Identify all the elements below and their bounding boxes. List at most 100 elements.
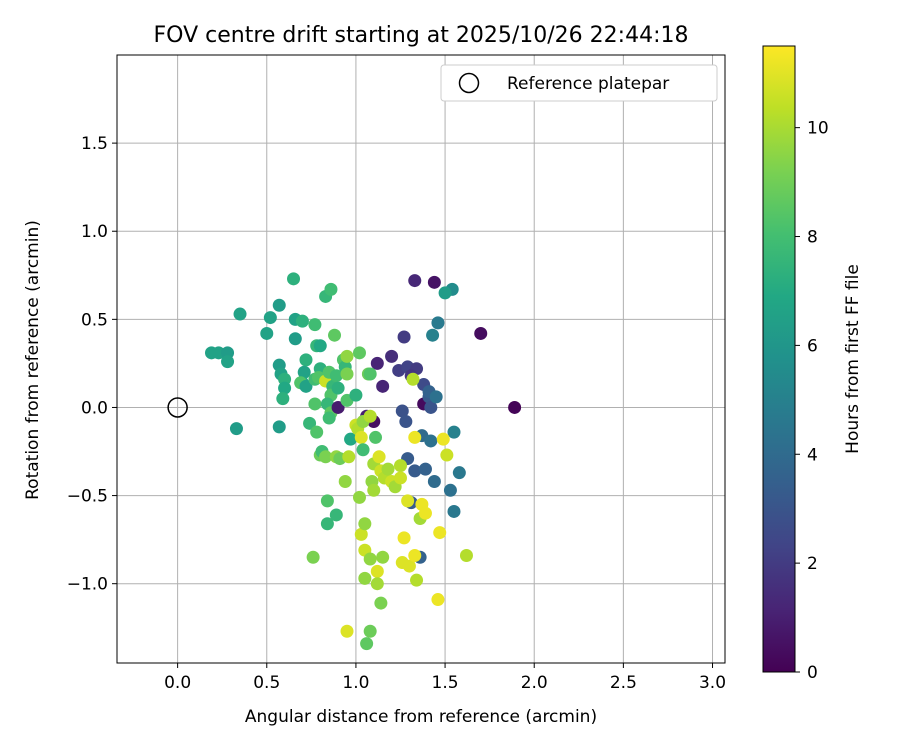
data-point xyxy=(288,332,302,346)
x-tick-label: 1.0 xyxy=(342,673,369,693)
data-point xyxy=(424,400,438,414)
data-point xyxy=(303,416,317,430)
colorbar-ticks: 0 2 4 6 8 10 xyxy=(795,119,829,683)
data-point xyxy=(408,548,422,562)
data-point xyxy=(406,372,420,386)
x-tick-label: 2.0 xyxy=(521,673,548,693)
data-point xyxy=(376,379,390,393)
data-point xyxy=(352,346,366,360)
data-point xyxy=(424,434,438,448)
colorbar-label: Hours from first FF file xyxy=(843,264,863,454)
legend: Reference platepar xyxy=(440,64,718,102)
data-point xyxy=(402,559,416,573)
data-point xyxy=(306,550,320,564)
data-point xyxy=(260,326,274,340)
y-axis-label: Rotation from reference (arcmin) xyxy=(23,220,43,500)
data-point xyxy=(308,397,322,411)
reference-platepar-marker xyxy=(167,397,188,418)
y-tick-label: 1.0 xyxy=(81,222,108,242)
data-point xyxy=(349,388,363,402)
colorbar xyxy=(762,45,796,673)
data-point xyxy=(369,430,383,444)
data-point xyxy=(401,494,415,508)
colorbar-tick-label: 2 xyxy=(807,554,818,574)
x-tick-label: 3.0 xyxy=(699,673,726,693)
data-point xyxy=(320,494,334,508)
data-point xyxy=(395,404,409,418)
data-point xyxy=(427,474,441,488)
data-point xyxy=(313,339,327,353)
data-point xyxy=(433,526,447,540)
data-point xyxy=(287,272,301,286)
data-point xyxy=(447,504,461,518)
y-tick-label: −1.0 xyxy=(67,575,108,595)
x-tick-label: 2.5 xyxy=(610,673,637,693)
x-axis-label: Angular distance from reference (arcmin) xyxy=(245,707,597,727)
colorbar-tick-label: 4 xyxy=(807,445,818,465)
plot-frame xyxy=(116,54,726,664)
data-points xyxy=(204,272,522,651)
data-point xyxy=(263,311,277,325)
data-point xyxy=(408,464,422,478)
data-point xyxy=(360,637,374,651)
data-point xyxy=(431,593,445,607)
data-point xyxy=(474,326,488,340)
data-point xyxy=(324,282,338,296)
data-point xyxy=(370,577,384,591)
data-point xyxy=(356,443,370,457)
data-point xyxy=(310,425,324,439)
data-point xyxy=(352,490,366,504)
data-point xyxy=(372,450,386,464)
data-point xyxy=(221,355,235,369)
data-point xyxy=(329,508,343,522)
data-point xyxy=(447,425,461,439)
data-point xyxy=(322,411,336,425)
data-point xyxy=(354,430,368,444)
colorbar-tick-label: 8 xyxy=(807,228,818,248)
data-point xyxy=(278,381,292,395)
data-point xyxy=(342,450,356,464)
data-point xyxy=(393,471,407,485)
data-point xyxy=(385,349,399,363)
data-point xyxy=(459,548,473,562)
data-point xyxy=(331,400,345,414)
data-point xyxy=(418,506,432,520)
data-point xyxy=(367,483,381,497)
data-point xyxy=(363,367,377,381)
colorbar-tick-label: 10 xyxy=(807,119,829,139)
data-point xyxy=(338,474,352,488)
data-point xyxy=(410,573,424,587)
data-point xyxy=(363,624,377,638)
data-point xyxy=(331,381,345,395)
chart-title: FOV centre drift starting at 2025/10/26 … xyxy=(154,23,689,48)
data-point xyxy=(358,517,372,531)
data-point xyxy=(340,367,354,381)
data-point xyxy=(354,527,368,541)
x-tick-label: 0.5 xyxy=(253,673,280,693)
data-point xyxy=(399,415,413,429)
data-point xyxy=(374,596,388,610)
data-point xyxy=(297,365,311,379)
data-point xyxy=(381,462,395,476)
data-point xyxy=(393,459,407,473)
data-point xyxy=(397,330,411,344)
data-point xyxy=(340,624,354,638)
data-point xyxy=(272,298,286,312)
grid-lines xyxy=(117,55,725,663)
data-point xyxy=(452,466,466,480)
data-point xyxy=(443,483,457,497)
data-point xyxy=(320,517,334,531)
data-point xyxy=(436,432,450,446)
data-point xyxy=(429,390,443,404)
data-point xyxy=(370,564,384,578)
legend-box xyxy=(440,64,718,102)
legend-reference-marker xyxy=(458,72,480,94)
data-point xyxy=(358,571,372,585)
data-point xyxy=(229,422,243,436)
y-tick-label: −0.5 xyxy=(67,487,108,507)
colorbar-tick-label: 0 xyxy=(807,663,818,683)
data-point xyxy=(376,550,390,564)
legend-reference-label: Reference platepar xyxy=(507,74,669,94)
data-point xyxy=(276,392,290,406)
x-tick-label: 0.0 xyxy=(164,673,191,693)
